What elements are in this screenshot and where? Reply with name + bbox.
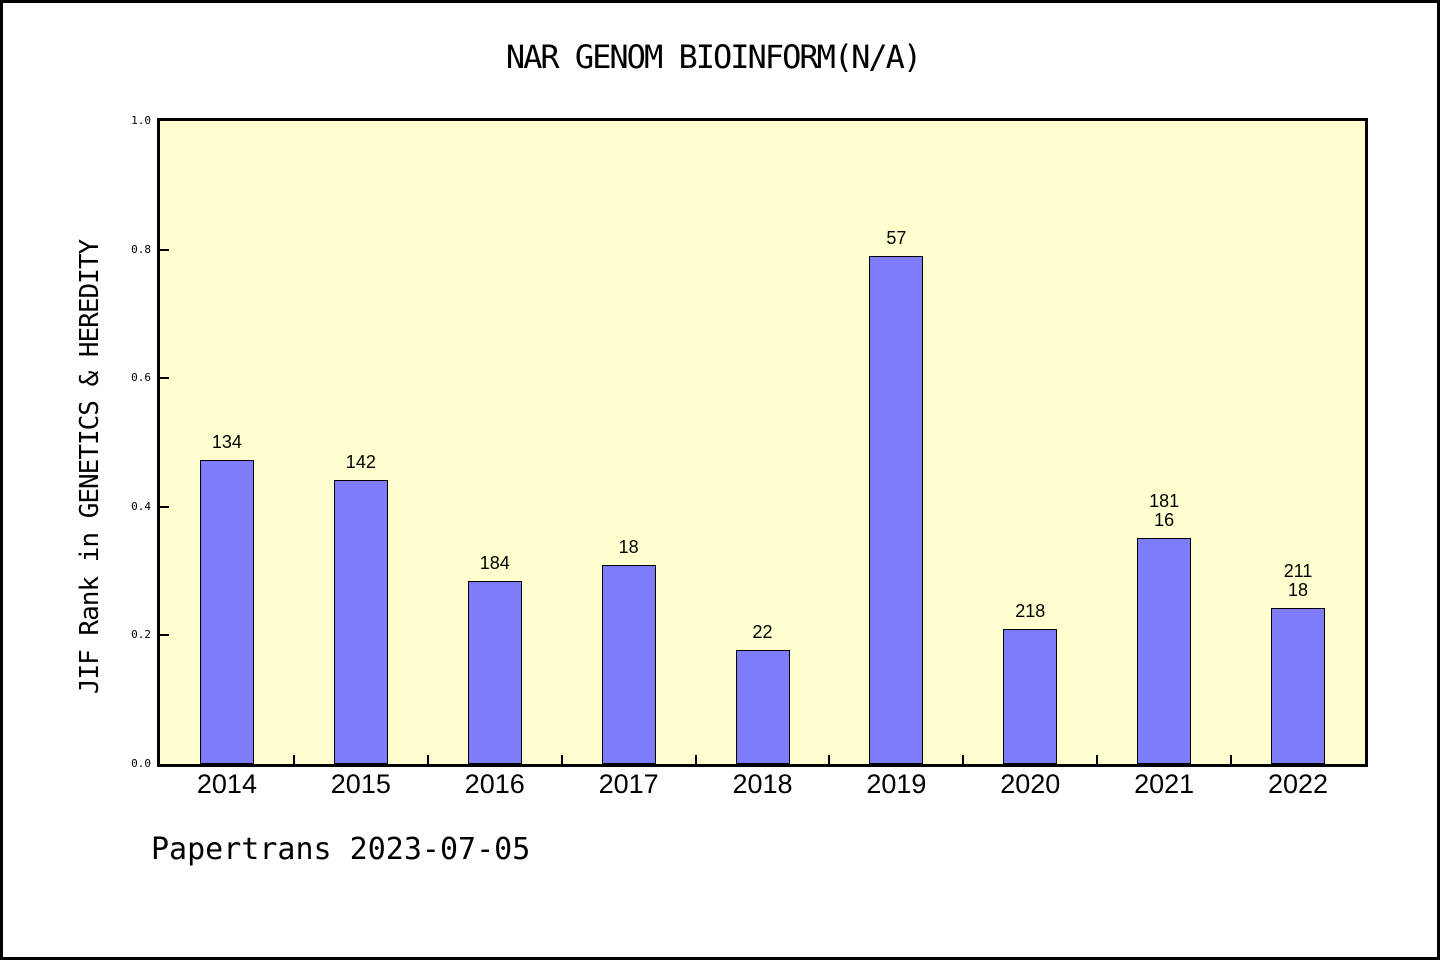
x-axis-tick [426, 755, 429, 764]
bar-2017 [601, 565, 656, 764]
bar-value-label-2018: 22 [752, 622, 773, 642]
bar-value-label-2022: 211 [1283, 561, 1313, 581]
x-tick-label-2019: 2019 [866, 769, 927, 799]
y-tick-label: 0.2 [131, 628, 151, 642]
chart-title: NAR GENOM BIOINFORM(N/A) [505, 38, 922, 76]
bar-2022 [1271, 608, 1326, 764]
x-axis-tick [1230, 755, 1233, 764]
plot-area: 134 142 184 18 22 57 218 181 16 211 18 [157, 118, 1368, 767]
bar-value-label-2016: 184 [479, 553, 510, 573]
y-axis-tick [160, 634, 169, 637]
bar-2020 [1003, 629, 1058, 764]
y-tick-label: 0.4 [131, 499, 151, 513]
x-axis-tick [828, 755, 831, 764]
bar-2014 [199, 460, 254, 764]
y-tick-label: 0.6 [131, 371, 151, 385]
x-tick-label-2018: 2018 [732, 769, 793, 799]
x-tick-label-2021: 2021 [1134, 769, 1195, 799]
bar-value-label-2021: 16 [1154, 510, 1175, 530]
footer-watermark: Papertrans 2023-07-05 [151, 832, 531, 867]
x-axis-tick [962, 755, 965, 764]
bar-2016 [467, 581, 522, 764]
bar-value-label-2022: 18 [1288, 580, 1309, 600]
bar-2015 [333, 480, 388, 764]
x-axis-tick [1096, 755, 1099, 764]
bar-value-label-2014: 134 [211, 432, 242, 452]
x-tick-label-2017: 2017 [598, 769, 659, 799]
x-axis-tick [694, 755, 697, 764]
y-tick-label: 0.8 [131, 242, 151, 256]
y-axis-tick [160, 377, 169, 380]
bar-value-label-2015: 142 [345, 452, 376, 472]
y-tick-label: 1.0 [131, 114, 151, 127]
x-tick-label-2022: 2022 [1268, 769, 1329, 799]
x-axis-tick [560, 755, 563, 764]
bar-value-label-2021: 181 [1149, 491, 1180, 511]
y-axis-title: JIF Rank in GENETICS & HEREDITY [75, 239, 105, 695]
bar-2021 [1137, 538, 1192, 764]
y-tick-label: 0.0 [131, 757, 151, 770]
x-tick-label-2015: 2015 [330, 769, 391, 799]
x-tick-label-2016: 2016 [464, 769, 525, 799]
bar-value-label-2019: 57 [886, 228, 907, 248]
x-tick-label-2020: 2020 [1000, 769, 1061, 799]
bar-value-label-2020: 218 [1015, 601, 1046, 621]
bar-2019 [869, 256, 924, 764]
bar-value-label-2017: 18 [618, 537, 639, 557]
y-axis-tick [160, 505, 169, 508]
y-axis-tick [160, 248, 169, 251]
x-axis-tick [292, 755, 295, 764]
x-tick-label-2014: 2014 [196, 769, 257, 799]
bar-2018 [735, 650, 790, 764]
